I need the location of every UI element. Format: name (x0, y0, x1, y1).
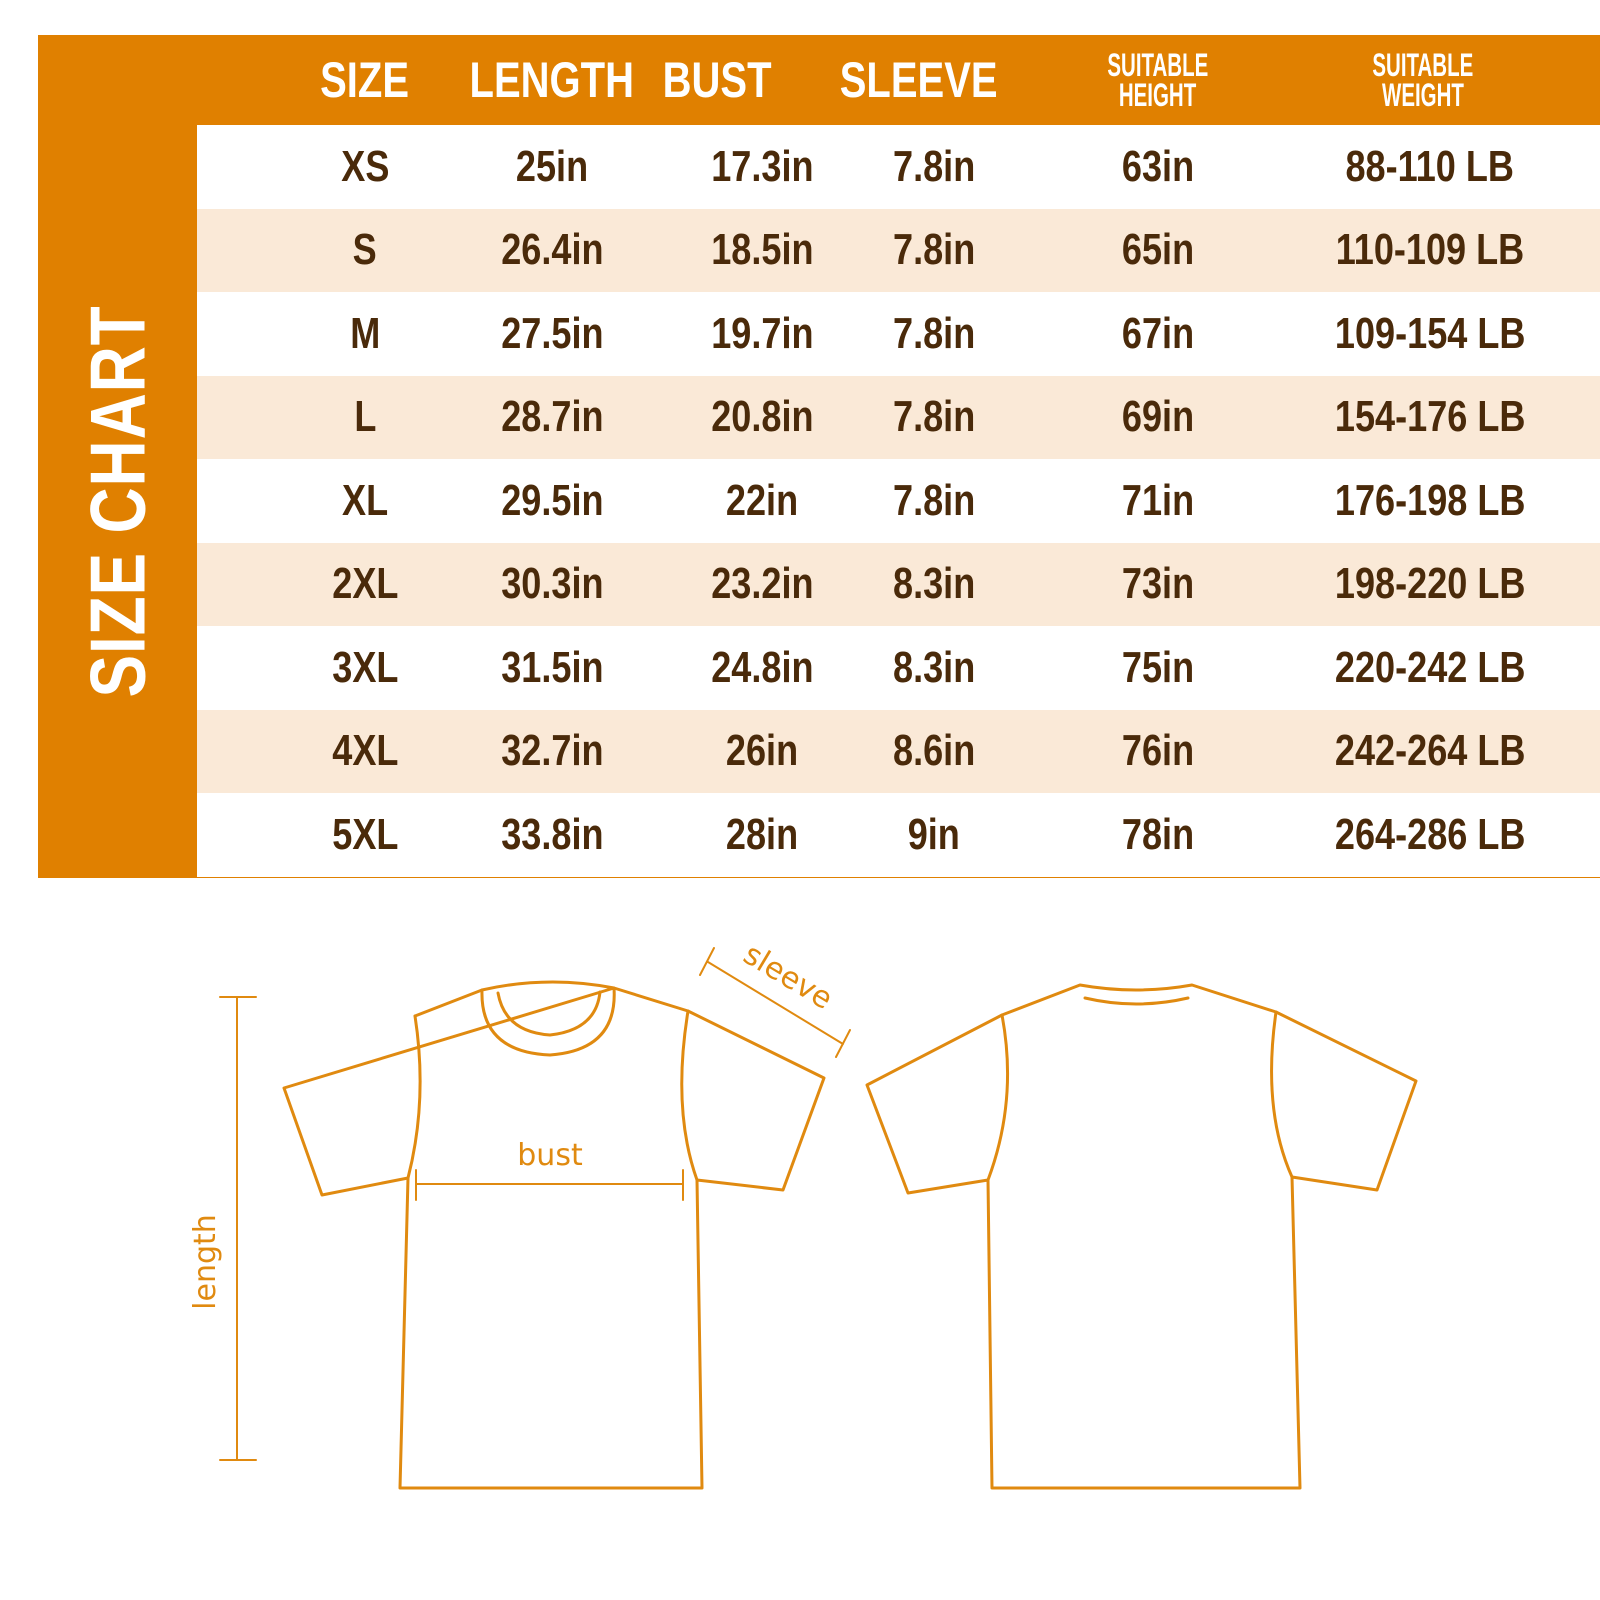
cell-size: 2XL (331, 559, 399, 609)
table-header: SIZE LENGTH BUST SLEEVE SUITABLE HEIGHT S… (197, 35, 1600, 125)
back-shirt-outline (865, 983, 1418, 1490)
cell-length: 25in (515, 141, 589, 191)
cell-bust: 20.8in (710, 392, 814, 442)
cell-sleeve: 7.8in (892, 475, 976, 525)
cell-bust: 28in (725, 809, 799, 859)
front-shirt-outline (282, 980, 826, 1490)
cell-length: 27.5in (500, 308, 604, 358)
cell-sleeve: 8.6in (892, 726, 976, 776)
table-row: 2XL 30.3in 23.2in 8.3in 73in 198-220 LB (197, 542, 1600, 626)
cell-weight: 264-286 LB (1334, 809, 1526, 859)
sleeve-measure-line (699, 947, 851, 1058)
cell-sleeve: 8.3in (892, 559, 976, 609)
length-label: length (188, 1214, 223, 1310)
cell-sleeve: 8.3in (892, 642, 976, 692)
cell-weight: 154-176 LB (1334, 392, 1526, 442)
header-size: SIZE (320, 52, 410, 108)
table-row: XL 29.5in 22in 7.8in 71in 176-198 LB (197, 459, 1600, 543)
cell-bust: 22in (725, 475, 799, 525)
bust-measure-line (415, 1169, 684, 1201)
header-suitable-weight: SUITABLE WEIGHT (1372, 47, 1474, 113)
table-row: XS 25in 17.3in 7.8in 63in 88-110 LB (197, 125, 1600, 209)
cell-bust: 26in (725, 726, 799, 776)
cell-sleeve: 7.8in (892, 308, 976, 358)
cell-sleeve: 7.8in (892, 225, 976, 275)
cell-length: 30.3in (500, 559, 604, 609)
header-sleeve: SLEEVE (840, 52, 998, 108)
cell-height: 75in (1121, 642, 1195, 692)
cell-weight: 176-198 LB (1334, 475, 1526, 525)
table-row: 3XL 31.5in 24.8in 8.3in 75in 220-242 LB (197, 626, 1600, 710)
table-row: 4XL 32.7in 26in 8.6in 76in 242-264 LB (197, 709, 1600, 793)
cell-weight: 109-154 LB (1334, 308, 1526, 358)
cell-height: 69in (1121, 392, 1195, 442)
cell-size: 4XL (331, 726, 399, 776)
cell-length: 26.4in (500, 225, 604, 275)
measure-lines (219, 947, 851, 1461)
cell-height: 76in (1121, 726, 1195, 776)
table-body: XS 25in 17.3in 7.8in 63in 88-110 LB S 26.4in 18.… (197, 125, 1600, 877)
cell-weight: 88-110 LB (1345, 141, 1515, 191)
length-measure-line (219, 996, 257, 1461)
table-row: L 28.7in 20.8in 7.8in 69in 154-176 LB (197, 375, 1600, 459)
cell-size: XS (340, 141, 390, 191)
cell-weight: 198-220 LB (1334, 559, 1526, 609)
cell-size: L (353, 392, 377, 442)
table-row: M 27.5in 19.7in 7.8in 67in 109-154 LB (197, 292, 1600, 376)
cell-bust: 23.2in (710, 559, 814, 609)
cell-height: 63in (1121, 141, 1195, 191)
cell-bust: 17.3in (710, 141, 814, 191)
table-row: 5XL 33.8in 28in 9in 78in 264-286 LB (197, 793, 1600, 877)
cell-length: 33.8in (500, 809, 604, 859)
header-bust: BUST (662, 52, 772, 108)
cell-size: S (352, 225, 378, 275)
cell-weight: 220-242 LB (1334, 642, 1526, 692)
cell-length: 32.7in (500, 726, 604, 776)
cell-height: 65in (1121, 225, 1195, 275)
bust-label: bust (517, 1138, 583, 1173)
cell-weight: 110-109 LB (1335, 225, 1525, 275)
cell-length: 29.5in (500, 475, 604, 525)
header-length: LENGTH (469, 52, 635, 108)
cell-size: XL (341, 475, 389, 525)
sleeve-label: sleeve (737, 937, 838, 1017)
table-row: S 26.4in 18.5in 7.8in 65in 110-109 LB (197, 208, 1600, 292)
cell-height: 73in (1121, 559, 1195, 609)
header-suitable-height: SUITABLE HEIGHT (1107, 47, 1209, 113)
cell-size: 5XL (331, 809, 399, 859)
cell-height: 67in (1121, 308, 1195, 358)
cell-length: 31.5in (500, 642, 604, 692)
cell-bust: 24.8in (710, 642, 814, 692)
cell-height: 78in (1121, 809, 1195, 859)
cell-size: 3XL (331, 642, 399, 692)
cell-sleeve: 9in (907, 809, 961, 859)
cell-length: 28.7in (500, 392, 604, 442)
cell-bust: 19.7in (710, 308, 814, 358)
cell-weight: 242-264 LB (1334, 726, 1526, 776)
cell-bust: 18.5in (710, 225, 814, 275)
cell-height: 71in (1121, 475, 1195, 525)
cell-size: M (349, 308, 381, 358)
cell-sleeve: 7.8in (892, 141, 976, 191)
cell-sleeve: 7.8in (892, 392, 976, 442)
